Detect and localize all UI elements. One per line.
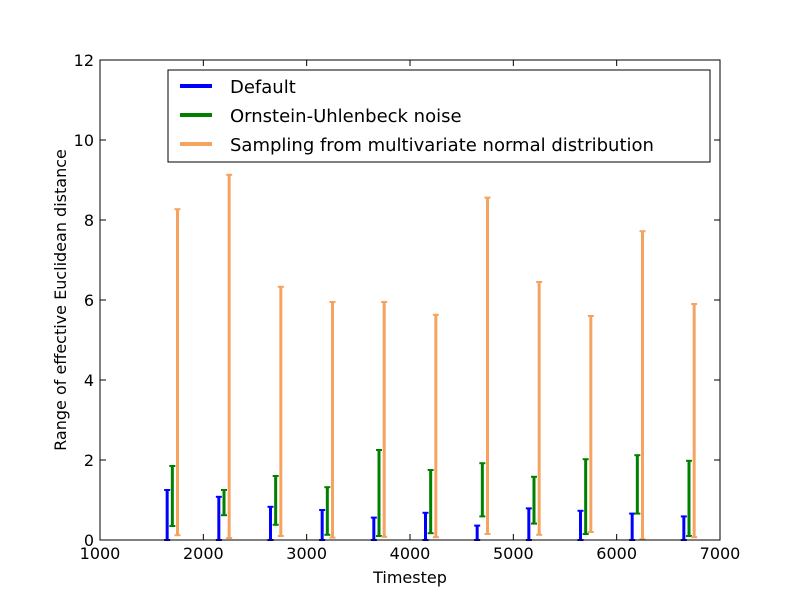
legend-box — [167, 69, 711, 163]
x-tick-label: 5000 — [493, 544, 534, 563]
legend-label-ou-noise: Ornstein-Uhlenbeck noise — [230, 106, 462, 127]
range-bar — [226, 173, 233, 539]
legend: Default Ornstein-Uhlenbeck noise Samplin… — [167, 69, 711, 163]
y-tick-label: 4 — [84, 371, 94, 390]
range-bar — [277, 285, 284, 537]
range-bar — [376, 449, 382, 537]
x-tick-label: 2000 — [183, 544, 224, 563]
y-tick-label: 2 — [84, 451, 94, 470]
range-bar — [381, 301, 388, 538]
range-bar — [531, 475, 537, 525]
range-bar — [686, 459, 692, 537]
range-bar — [479, 462, 486, 518]
range-bar — [691, 303, 698, 539]
range-bar — [484, 196, 491, 535]
range-bar — [432, 313, 439, 539]
y-axis-label: Range of effective Euclidean distance — [51, 149, 70, 451]
legend-label-multivariate-normal: Sampling from multivariate normal distri… — [230, 135, 654, 156]
range-bar — [582, 458, 589, 535]
x-axis-ticks: 1000 2000 3000 4000 5000 6000 7000 — [80, 60, 741, 563]
x-tick-label: 1000 — [80, 544, 121, 563]
range-bar — [329, 301, 336, 539]
x-tick-label: 4000 — [390, 544, 431, 563]
range-bar — [634, 454, 641, 515]
x-tick-label: 3000 — [286, 544, 327, 563]
y-axis-ticks: 0 2 4 6 8 10 12 — [74, 51, 720, 550]
x-tick-label: 6000 — [596, 544, 637, 563]
range-bar — [639, 230, 646, 541]
y-tick-label: 12 — [74, 51, 94, 70]
y-tick-label: 6 — [84, 291, 94, 310]
y-tick-label: 0 — [84, 531, 94, 550]
range-bar — [324, 486, 331, 536]
range-bar — [221, 489, 227, 517]
range-bar — [272, 475, 279, 526]
x-axis-label: Timestep — [372, 568, 447, 587]
range-bar — [427, 469, 434, 535]
y-tick-label: 10 — [74, 131, 94, 150]
range-bar — [587, 315, 594, 533]
range-bar — [536, 281, 543, 536]
y-tick-label: 8 — [84, 211, 94, 230]
legend-label-default: Default — [230, 77, 296, 98]
data-marks — [164, 173, 698, 541]
range-bar — [174, 208, 181, 537]
range-bar — [169, 465, 176, 527]
x-tick-label: 7000 — [700, 544, 741, 563]
